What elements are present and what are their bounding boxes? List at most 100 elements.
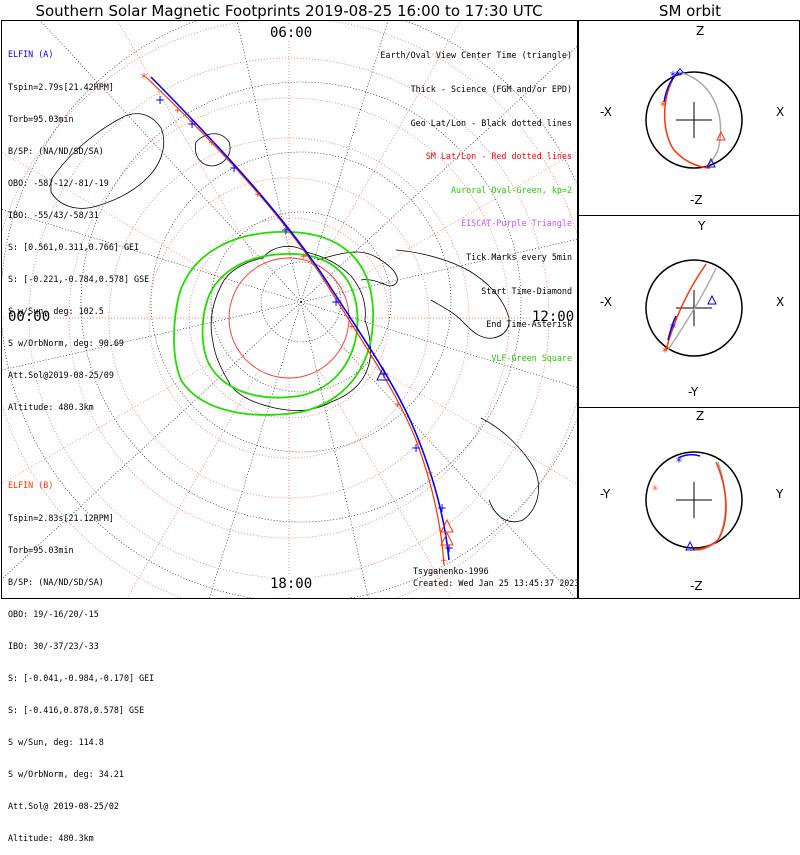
model-credit: Tsyganenko-1996 (413, 566, 489, 576)
elfin-a-tick-4: + (331, 295, 341, 309)
legend-item-5: EISCAT-Purple Triangle (461, 218, 572, 229)
geo-lon-line-7 (40, 21, 302, 303)
elfin-a-tick-8: + (444, 541, 454, 555)
earth-circle (645, 71, 743, 169)
elfin-a-line-6: S: [-0.221,-0.784,0.578] GSE (8, 274, 150, 285)
elfin-a-line-9: Att.Sol@2019-08-25/09 (8, 370, 114, 381)
sm-60deg-circle (228, 257, 350, 379)
elfin-b-line-3: OBO: 19/-16/20/-15 (8, 608, 99, 619)
antarctic-peninsula-coastline (316, 251, 398, 287)
elfin-b-line-8: S w/OrbNorm, deg: 34.21 (8, 769, 124, 780)
legend-item-0: Earth/Oval View Center Time (triangle) (380, 50, 572, 61)
elfin-b-line-2: B/SP: (NA/ND/SD/SA) (8, 576, 104, 587)
axis-label-left: -Y (600, 487, 611, 501)
geo-lon-line-4 (2, 301, 302, 580)
elfin-b-line-6: S: [-0.416,0.878,0.578] GSE (8, 705, 145, 716)
geo-lon-line-5 (2, 301, 302, 371)
elfin-a-line-10: Altitude: 480.3km (8, 402, 94, 413)
elfin-b-tick-6: + (426, 468, 434, 478)
orbit-blue (677, 453, 701, 459)
geo-lon-line-1 (300, 301, 576, 598)
polar-map: +++++++++++++++++ * (2, 21, 577, 598)
axis-label-top: Z (696, 24, 704, 38)
geo-lat-circle-3 (80, 81, 522, 523)
sm-lon-line-2 (318, 369, 452, 598)
elfin-a-line-2: B/SP: (NA/ND/SD/SA) (8, 145, 104, 156)
australia-coastline (50, 113, 165, 209)
geo-lon-line-9 (300, 21, 389, 303)
orbit-marker-asterisk: * (676, 455, 682, 469)
orbit-marker-triangle-blue (707, 294, 717, 305)
orbit-marker-asterisk: * (670, 69, 676, 83)
elfin-a-tick-2: + (229, 161, 239, 175)
elfin-a-line-0: Tspin=2.79s[21.42RPM] (8, 81, 114, 92)
axis-label-left: -X (600, 105, 612, 119)
axis-label-bottom: -Y (688, 385, 699, 399)
plot-title: Southern Solar Magnetic Footprints 2019-… (35, 2, 543, 20)
sm-lon-line-5 (2, 347, 238, 485)
elfin-a-line-8: S w/OrbNorm, deg: 90.69 (8, 338, 124, 349)
orbit-red (693, 461, 727, 551)
geo-lon-line-0 (300, 301, 577, 388)
auroral-oval-inner (201, 253, 359, 399)
geo-lat-circle-1 (210, 211, 392, 393)
elfin-a-line-7: S w/Sun, deg: 102.5 (8, 306, 104, 317)
elfin-b-start-asterisk: * (141, 71, 147, 85)
map-legend: Earth/Oval View Center Time (triangle) T… (380, 28, 572, 375)
sm-lon-line-4 (126, 369, 260, 598)
legend-item-9: VLF-Green Square (491, 352, 572, 363)
sm-panel-yz: Z -Z -Y Y * * (600, 409, 784, 593)
view-center-triangle-c (440, 531, 454, 546)
elfin-b-tick-7: + (440, 556, 448, 566)
legend-item-3: SM Lat/Lon - Red dotted lines (425, 151, 572, 162)
legend-item-1: Thick - Science (FGM and/or EPD) (410, 84, 572, 94)
axis-label-right: Y (775, 487, 784, 501)
orbit-marker-asterisk-red: * (660, 99, 666, 113)
elfin-a-tick-6: + (411, 441, 421, 455)
elfin-b-line-7: S w/Sun, deg: 114.8 (8, 737, 104, 748)
orbit-gray (667, 267, 717, 351)
elfin-b-tick-0: + (174, 106, 182, 116)
elfin-a-info: ELFIN (A) Tspin=2.79s[21.42RPM] Torb=95.… (8, 28, 149, 424)
orbit-gray (677, 71, 722, 169)
earth-circle (645, 451, 743, 549)
created-timestamp: Created: Wed Jan 25 13:45:37 2023 (413, 578, 580, 588)
axis-label-top: Z (696, 409, 704, 423)
elfin-a-line-5: S: [0.561,0.311,0.766] GEI (8, 241, 140, 252)
elfin-b-tick-1: + (208, 138, 216, 148)
sm-lon-line-11 (340, 151, 577, 289)
elfin-b-line-4: IBO: 30/-37/23/-33 (8, 640, 99, 651)
auroral-oval-outer (173, 231, 374, 416)
elfin-a-tick-3: + (281, 223, 291, 237)
sm-lat-circle-1 (148, 177, 430, 459)
legend-item-4: Auroral Oval-Green, kp=2 (450, 184, 572, 195)
axis-label-right: X (776, 105, 784, 119)
geo-lat-circle-0 (260, 261, 342, 343)
sm-orbit-title: SM orbit (658, 2, 722, 20)
elfin-b-line-5: S: [-0.041,-0.984,-0.170] GEI (8, 672, 155, 683)
earth-circle (645, 259, 743, 357)
sm-lon-line-7 (2, 151, 238, 289)
orbit-marker-triangle-blue (706, 157, 716, 168)
orbit-marker-triangle-red (716, 130, 726, 141)
elfin-b-tick-2: + (254, 190, 262, 200)
sm-lon-line-1 (340, 347, 577, 485)
geo-lon-line-6 (2, 209, 302, 303)
geo-lon-line-8 (236, 21, 302, 303)
elfin-b-info: ELFIN (B) Tspin=2.83s[21.12RPM] Torb=95.… (8, 459, 154, 855)
elfin-a-track (150, 76, 450, 561)
geo-lon-line-2 (300, 301, 369, 598)
antarctica-coastline (210, 245, 371, 411)
elfin-a-line-4: IBO: -55/43/-58/31 (8, 209, 99, 220)
elfin-a-tick-5: + (379, 367, 389, 381)
sm-orbit-panels: Z -Z -X X * * Y -Y -X X * * Z -Z -Y Y (600, 24, 784, 593)
orbit-red (664, 71, 711, 169)
geo-lon-line-3 (209, 301, 302, 598)
elfin-b-name: ELFIN (B) (8, 480, 54, 491)
elfin-b-line-10: Altitude: 480.3km (8, 833, 94, 844)
africa-coastline (480, 417, 539, 523)
elfin-b-line-9: Att.Sol@ 2019-08-25/02 (8, 801, 119, 812)
axis-label-right: X (776, 295, 784, 309)
elfin-a-tick-7: + (437, 501, 447, 515)
axis-label-bottom: -Z (690, 193, 703, 207)
